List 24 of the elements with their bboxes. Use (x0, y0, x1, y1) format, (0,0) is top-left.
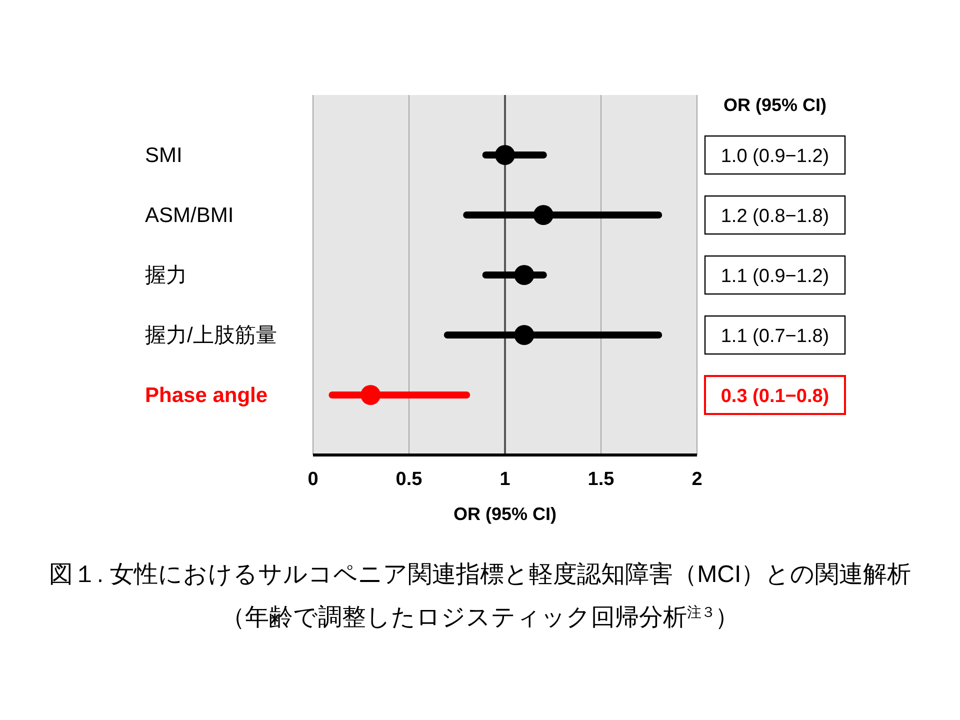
data-label: 0.3 (0.1−0.8) (720, 386, 830, 407)
point (514, 325, 534, 345)
data-label: 1.2 (0.8−1.8) (720, 206, 830, 227)
point (514, 265, 534, 285)
y-tick-label: ASM/BMI (145, 204, 234, 227)
y-tick-label: 握力/上肢筋量 (145, 324, 277, 347)
x-axis-title: OR (95% CI) (453, 504, 557, 524)
data-label: 1.1 (0.7−1.8) (720, 326, 830, 347)
x-tick-label: 1.5 (588, 469, 615, 490)
x-tick-label: 0.5 (396, 469, 423, 490)
text: （年齢で調整したロジスティック回帰分析$^{注３}$） (221, 604, 739, 631)
y-tick-label: 握力 (145, 264, 187, 287)
x-tick-label: 0 (308, 469, 318, 490)
point (533, 205, 554, 225)
data-label: 1.0 (0.9−1.2) (720, 146, 830, 167)
point (360, 385, 381, 405)
point (495, 145, 515, 165)
x-tick-label: 1 (500, 469, 511, 490)
text: 図１. 女性におけるサルコペニア関連指標と軽度認知障害（MCI）との関連解析 (48, 561, 912, 588)
y-tick-label: Phase angle (145, 384, 268, 407)
x-tick-label: 2 (692, 469, 702, 490)
y-tick-label: SMI (145, 144, 182, 167)
text: OR (95% CI) (723, 95, 827, 115)
data-label: 1.1 (0.9−1.2) (720, 266, 830, 287)
